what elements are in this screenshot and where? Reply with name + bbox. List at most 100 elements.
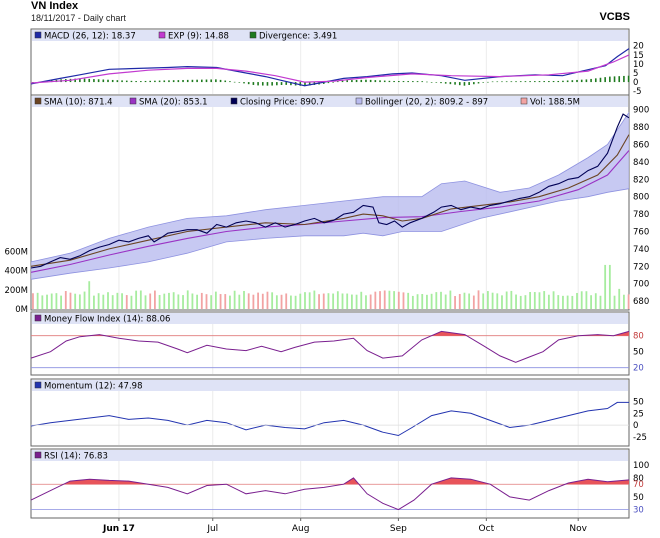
volume-bar: [210, 295, 213, 309]
macd-divergence-bar: [238, 82, 241, 83]
macd-divergence-bar: [580, 79, 583, 83]
volume-bar: [533, 292, 536, 309]
price-legend-label: Vol: 188.5M: [530, 98, 580, 108]
macd-divergence-bar: [534, 81, 536, 83]
macd-divergence-bar: [613, 76, 616, 83]
macd-ytick-label: 5: [633, 69, 638, 79]
volume-bar: [566, 295, 569, 309]
volume-bar: [613, 295, 616, 309]
macd-divergence-bar: [510, 81, 513, 83]
x-axis-tick-label: Oct: [479, 524, 495, 534]
volume-bar: [322, 293, 325, 309]
volume-bar: [618, 288, 621, 309]
volume-bar: [421, 294, 424, 309]
macd-divergence-bar: [290, 82, 292, 86]
volume-bar: [60, 295, 62, 309]
volume-bar: [107, 292, 109, 309]
volume-bar: [116, 292, 119, 309]
macd-divergence-bar: [590, 78, 592, 83]
volume-bar: [280, 294, 283, 309]
macd-divergence-bar: [444, 82, 447, 84]
volume-bar: [130, 295, 133, 309]
macd-legend-label: Divergence: 3.491: [259, 32, 337, 42]
macd-divergence-bar: [135, 81, 137, 83]
volume-bar: [290, 295, 292, 309]
volume-bar: [623, 294, 625, 309]
volume-bar: [360, 291, 363, 309]
volume-bar: [627, 294, 630, 309]
momentum-legend-bg: [32, 380, 628, 391]
macd-divergence-bar: [121, 80, 123, 83]
volume-bar: [266, 291, 269, 309]
volume-bar: [139, 290, 142, 309]
macd-divergence-bar: [88, 78, 91, 83]
macd-divergence-bar: [397, 81, 400, 83]
macd-divergence-bar: [191, 79, 194, 83]
macd-divergence-bar: [196, 79, 198, 83]
volume-bar: [496, 293, 499, 309]
macd-divergence-bar: [501, 81, 503, 83]
macd-macd-line: [30, 48, 630, 87]
volume-bar: [78, 294, 81, 309]
macd-divergence-bar: [416, 81, 419, 83]
volume-bar: [327, 293, 330, 309]
volume-bar: [435, 292, 438, 309]
macd-ytick-label: 15: [633, 51, 644, 61]
volume-bar: [388, 290, 391, 309]
volume-bar: [182, 295, 184, 309]
macd-divergence-bar: [219, 79, 222, 83]
rsi-ytick-label: 50: [633, 493, 644, 503]
volume-bar: [135, 290, 138, 309]
price-ytick-label: 680: [633, 297, 649, 307]
volume-bar: [257, 292, 259, 309]
price-ytick-label: 820: [633, 175, 649, 185]
macd-divergence-bar: [144, 80, 147, 83]
bollinger-upper-line: [30, 112, 630, 263]
macd-legend-label: EXP (9): 14.88: [168, 32, 229, 42]
volume-bar: [454, 296, 456, 309]
price-ytick-label: 700: [633, 280, 649, 290]
rsi-legend-label: RSI (14): 76.83: [44, 452, 108, 462]
rsi-ytick-label: 30: [633, 506, 644, 516]
macd-divergence-bar: [454, 82, 456, 85]
macd-divergence-bar: [116, 80, 119, 83]
volume-bar: [149, 293, 152, 309]
macd-divergence-bar: [233, 81, 236, 83]
volume-bar: [55, 293, 58, 309]
macd-divergence-bar: [496, 81, 499, 83]
macd-divergence-bar: [102, 79, 105, 83]
macd-ytick-label: 0: [633, 78, 638, 88]
volume-bar: [604, 264, 607, 309]
volume-bar: [599, 295, 602, 309]
volume-bar: [571, 295, 574, 309]
macd-divergence-bar: [426, 81, 428, 83]
volume-bar: [125, 295, 128, 309]
price-ytick-label: 760: [633, 227, 649, 237]
macd-divergence-bar: [177, 80, 180, 83]
volume-bar: [271, 292, 274, 309]
volume-bar: [524, 295, 527, 309]
volume-bar: [172, 292, 175, 309]
volume-bar: [191, 293, 194, 309]
volume-bar: [50, 293, 53, 309]
price-ytick-label: 880: [633, 123, 649, 133]
macd-divergence-bar: [571, 80, 574, 83]
volume-bar: [365, 295, 367, 309]
volume-bar: [440, 291, 442, 309]
volume-bar: [177, 294, 180, 309]
macd-divergence-bar: [421, 81, 424, 83]
bollinger-lower-line: [30, 188, 630, 280]
rsi-ytick-label: 70: [633, 480, 644, 490]
volume-bar: [214, 291, 217, 309]
price-legend-swatch: [520, 97, 528, 105]
volume-bar: [88, 281, 91, 309]
macd-divergence-bar: [168, 80, 170, 83]
volume-bar: [74, 293, 77, 309]
volume-bar: [233, 290, 236, 309]
macd-divergence-bar: [627, 75, 630, 83]
macd-divergence-bar: [224, 80, 227, 83]
volume-bar: [350, 294, 353, 309]
macd-divergence-bar: [458, 82, 461, 86]
volume-bar: [543, 291, 546, 309]
macd-divergence-bar: [473, 82, 475, 85]
